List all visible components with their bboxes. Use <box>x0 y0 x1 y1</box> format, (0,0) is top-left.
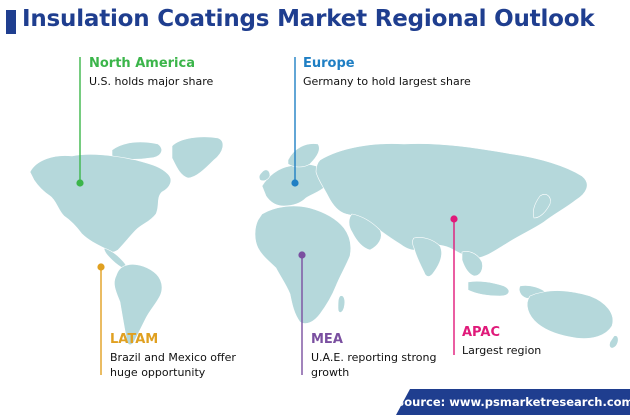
landmass-uk <box>258 169 271 182</box>
marker-apac <box>450 215 458 223</box>
region-desc-mea-line-1: U.A.E. reporting strong <box>311 351 437 364</box>
landmass-australia <box>526 290 614 339</box>
title-accent-bar <box>6 10 16 34</box>
marker-north-america <box>76 179 84 187</box>
region-desc-latam-line-2: huge opportunity <box>110 366 206 379</box>
region-name-mea: MEA <box>311 332 343 347</box>
callout-latam: LATAM Brazil and Mexico offer huge oppor… <box>110 332 236 380</box>
landmass-new-zealand <box>609 335 619 349</box>
callout-north-america: North America U.S. holds major share <box>89 56 213 89</box>
marker-europe <box>291 179 299 187</box>
landmass-north-america <box>29 154 172 253</box>
landmass-south-america <box>114 264 163 346</box>
landmass-indonesia <box>467 280 510 297</box>
landmass-arctic-islands <box>111 141 162 160</box>
page-title: Insulation Coatings Market Regional Outl… <box>22 6 595 32</box>
landmass-japan <box>532 194 551 219</box>
landmass-arabia <box>348 213 382 251</box>
region-desc-latam-line-1: Brazil and Mexico offer <box>110 351 236 364</box>
landmass-southeast-asia <box>461 251 483 277</box>
source-label: Source: www.psmarketresearch.com <box>396 389 630 415</box>
region-name-europe: Europe <box>303 56 355 71</box>
landmass-greenland <box>171 136 224 179</box>
landmass-madagascar <box>337 295 346 313</box>
marker-mea <box>298 251 306 259</box>
landmass-scandinavia <box>287 143 320 168</box>
region-name-latam: LATAM <box>110 332 159 347</box>
landmasses <box>29 136 619 349</box>
callout-europe: Europe Germany to hold largest share <box>303 56 471 89</box>
region-desc-mea-line-2: growth <box>311 366 350 379</box>
landmass-india <box>412 237 442 277</box>
region-desc-north-america-line-1: U.S. holds major share <box>89 75 214 88</box>
marker-latam <box>97 263 105 271</box>
region-name-north-america: North America <box>89 56 195 71</box>
callout-mea: MEA U.A.E. reporting strong growth <box>311 332 436 380</box>
landmass-africa <box>254 205 352 324</box>
callout-apac: APAC Largest region <box>462 325 541 358</box>
region-name-apac: APAC <box>462 325 500 340</box>
region-desc-europe-line-1: Germany to hold largest share <box>303 75 471 88</box>
region-desc-apac-line-1: Largest region <box>462 344 542 357</box>
